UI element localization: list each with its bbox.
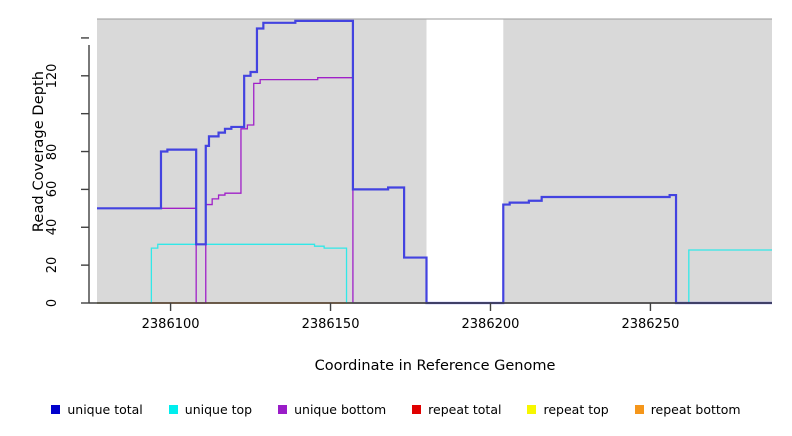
- square-marker-icon: [634, 404, 644, 414]
- legend-label: unique bottom: [294, 401, 387, 417]
- y-tick-label: 40: [45, 219, 60, 236]
- legend-item-unique-top[interactable]: unique top: [168, 401, 253, 417]
- square-marker-icon: [168, 404, 178, 414]
- x-tick-label: 2386150: [301, 317, 360, 332]
- legend-label: unique top: [184, 401, 253, 417]
- x-tick-label: 2386250: [621, 317, 680, 332]
- legend-item-unique-bottom[interactable]: unique bottom: [278, 402, 386, 417]
- legend-label: repeat top: [543, 401, 609, 417]
- series-line-unique-total: [97, 19, 772, 305]
- legend-item-unique-total[interactable]: unique total: [51, 401, 143, 417]
- y-tick-label: 0: [45, 298, 60, 308]
- legend-label: unique total: [67, 401, 143, 417]
- chart-legend: unique total unique top unique bottom repea…: [0, 398, 792, 420]
- x-tick-label: 2386100: [141, 317, 200, 332]
- square-marker-icon: [278, 404, 288, 414]
- y-tick-label: 80: [45, 143, 60, 160]
- square-marker-icon: [527, 404, 537, 414]
- legend-label: repeat bottom: [650, 401, 741, 417]
- x-axis-title: Coordinate in Reference Genome: [314, 358, 556, 374]
- square-marker-icon: [51, 404, 61, 414]
- y-tick-label: 60: [45, 181, 60, 198]
- legend-item-repeat-bottom[interactable]: repeat bottom: [634, 401, 741, 417]
- legend-item-repeat-top[interactable]: repeat top: [527, 401, 609, 417]
- x-tick-label: 2386200: [461, 317, 520, 332]
- legend-item-repeat-total[interactable]: repeat total: [412, 402, 501, 417]
- y-tick-label: 20: [45, 256, 60, 274]
- coverage-gap-region: [426, 19, 504, 303]
- square-marker-icon: [412, 404, 422, 414]
- legend-label: repeat total: [428, 401, 502, 417]
- y-tick-label: 120: [45, 63, 60, 89]
